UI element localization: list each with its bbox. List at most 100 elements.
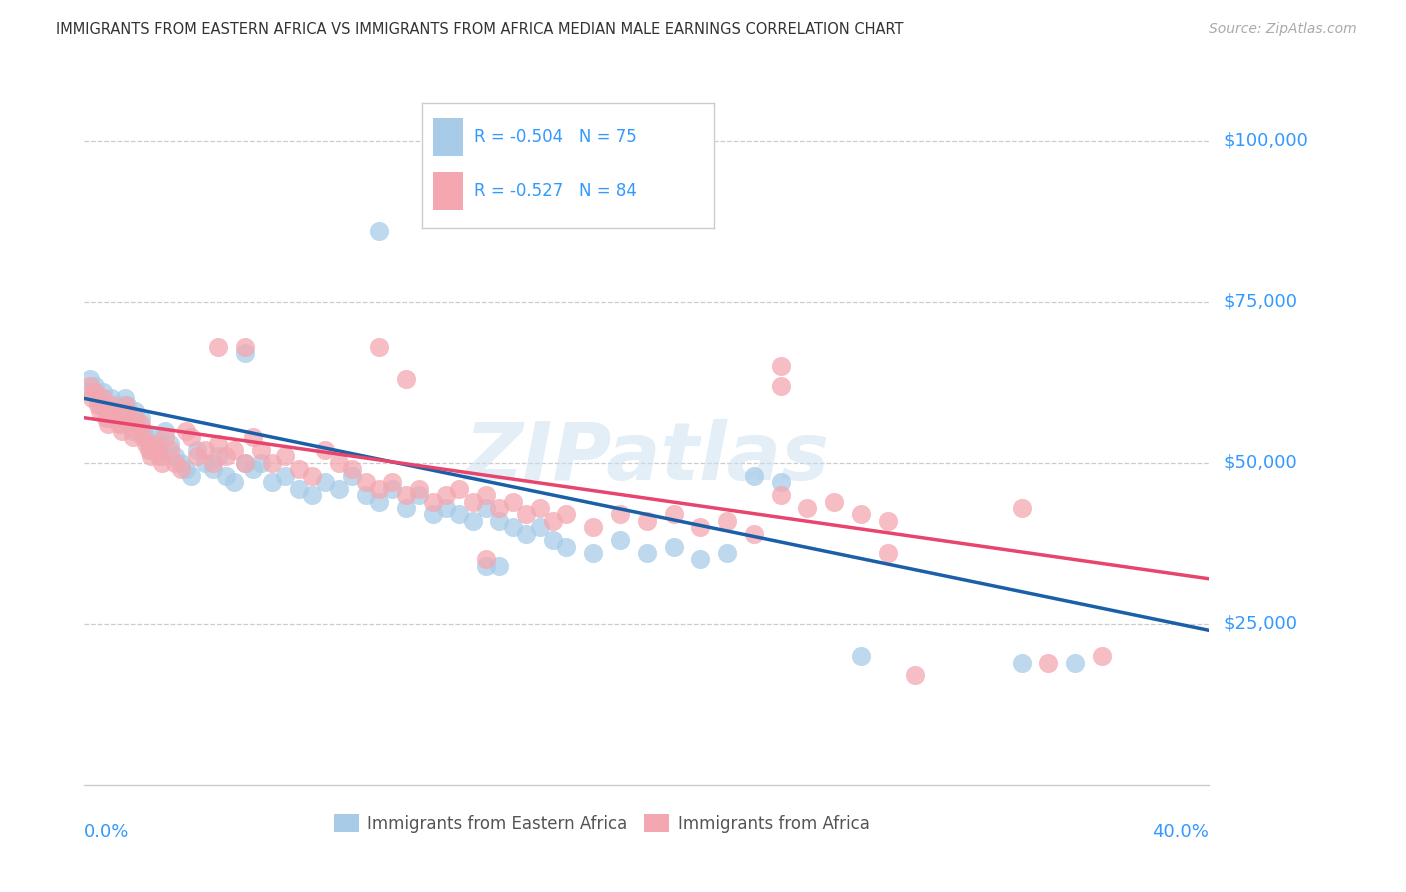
- Point: [395, 488, 418, 502]
- Point: [82, 392, 104, 406]
- Point: [475, 488, 498, 502]
- Point: [796, 500, 818, 515]
- Point: [662, 508, 685, 522]
- Point: [769, 359, 792, 374]
- Point: [434, 488, 457, 502]
- Text: ZIPatlas: ZIPatlas: [464, 419, 830, 497]
- Point: [582, 546, 605, 560]
- Point: [636, 546, 658, 560]
- Point: [434, 500, 457, 515]
- Point: [328, 482, 350, 496]
- Point: [242, 430, 264, 444]
- Point: [138, 442, 160, 457]
- Point: [742, 468, 765, 483]
- Point: [87, 398, 110, 412]
- Point: [100, 392, 122, 406]
- Point: [903, 668, 925, 682]
- Point: [148, 450, 170, 464]
- Point: [408, 482, 430, 496]
- Point: [84, 378, 107, 392]
- Point: [100, 398, 122, 412]
- Point: [488, 500, 510, 515]
- Point: [89, 398, 111, 412]
- Point: [186, 442, 208, 457]
- Text: $50,000: $50,000: [1223, 454, 1296, 472]
- Point: [115, 398, 138, 412]
- Point: [502, 520, 524, 534]
- Point: [461, 514, 484, 528]
- Point: [145, 442, 167, 457]
- Point: [422, 494, 444, 508]
- Point: [368, 494, 391, 508]
- Point: [395, 500, 418, 515]
- Point: [260, 475, 283, 490]
- Point: [475, 500, 498, 515]
- Point: [555, 540, 578, 554]
- Point: [1064, 656, 1087, 670]
- Text: IMMIGRANTS FROM EASTERN AFRICA VS IMMIGRANTS FROM AFRICA MEDIAN MALE EARNINGS CO: IMMIGRANTS FROM EASTERN AFRICA VS IMMIGR…: [56, 22, 904, 37]
- Point: [108, 417, 131, 432]
- Point: [233, 346, 256, 360]
- Point: [287, 482, 309, 496]
- Point: [180, 468, 202, 483]
- Point: [368, 224, 391, 238]
- Point: [132, 424, 155, 438]
- Point: [94, 404, 117, 418]
- Point: [422, 508, 444, 522]
- Point: [148, 442, 170, 457]
- Point: [153, 430, 176, 444]
- Point: [354, 475, 377, 490]
- Point: [118, 410, 141, 425]
- Point: [224, 475, 246, 490]
- Point: [1011, 656, 1033, 670]
- Point: [287, 462, 309, 476]
- Point: [636, 514, 658, 528]
- Point: [165, 450, 187, 464]
- Point: [328, 456, 350, 470]
- Point: [135, 436, 157, 450]
- Point: [314, 475, 336, 490]
- Point: [215, 468, 238, 483]
- Point: [274, 468, 297, 483]
- Point: [274, 450, 297, 464]
- Text: $25,000: $25,000: [1223, 615, 1298, 633]
- Point: [165, 456, 187, 470]
- Point: [488, 558, 510, 573]
- Point: [114, 398, 136, 412]
- Point: [108, 410, 131, 425]
- Point: [170, 456, 193, 470]
- Point: [132, 430, 155, 444]
- Point: [849, 649, 872, 664]
- Point: [368, 482, 391, 496]
- Point: [876, 514, 898, 528]
- Point: [111, 424, 134, 438]
- Point: [114, 392, 136, 406]
- Point: [301, 468, 323, 483]
- Point: [354, 488, 377, 502]
- Point: [769, 475, 792, 490]
- Point: [515, 526, 537, 541]
- Point: [301, 488, 323, 502]
- Point: [121, 430, 143, 444]
- Point: [121, 424, 143, 438]
- Point: [1038, 656, 1060, 670]
- Point: [186, 450, 208, 464]
- Point: [180, 430, 202, 444]
- Point: [91, 392, 114, 406]
- Point: [150, 450, 173, 464]
- Point: [207, 340, 229, 354]
- Point: [111, 417, 134, 432]
- Point: [260, 456, 283, 470]
- Point: [555, 508, 578, 522]
- Point: [127, 417, 149, 432]
- Point: [381, 475, 404, 490]
- Point: [502, 494, 524, 508]
- Legend: Immigrants from Eastern Africa, Immigrants from Africa: Immigrants from Eastern Africa, Immigran…: [328, 807, 876, 839]
- Point: [143, 436, 166, 450]
- Point: [340, 468, 363, 483]
- Point: [742, 526, 765, 541]
- Point: [94, 410, 117, 425]
- Point: [153, 424, 176, 438]
- Point: [529, 520, 551, 534]
- Point: [124, 410, 146, 425]
